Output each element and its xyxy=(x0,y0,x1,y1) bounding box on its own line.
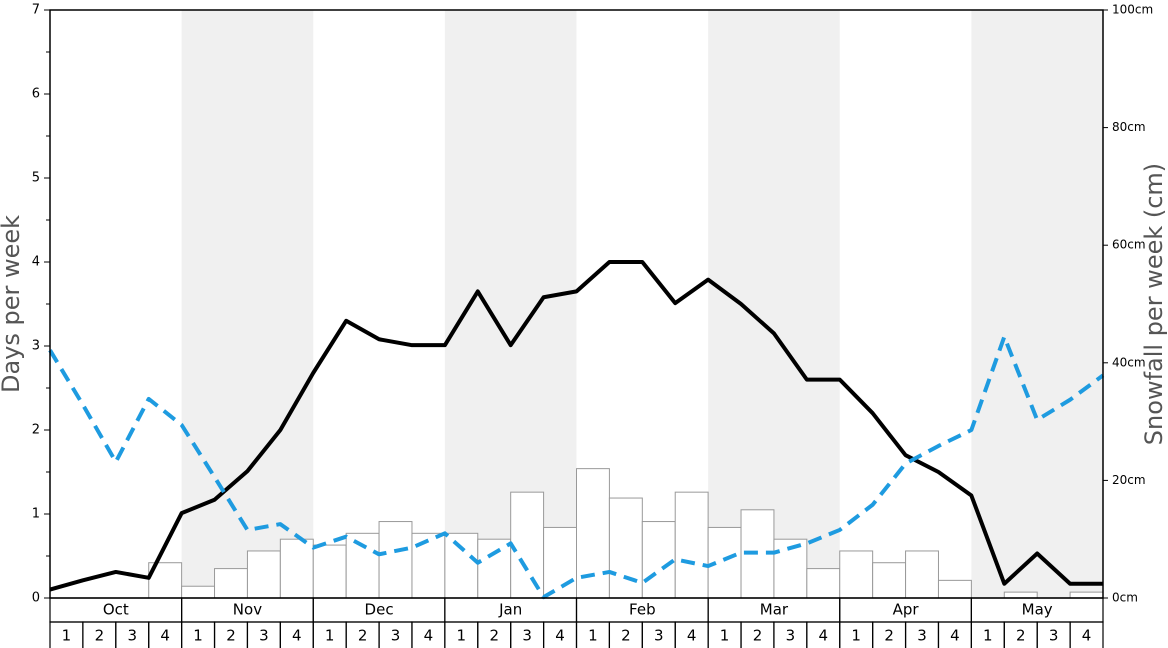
x-tick-label: 2 xyxy=(226,627,236,645)
x-tick-label: 2 xyxy=(95,627,105,645)
y-tick-label: 6 xyxy=(32,87,40,102)
x-tick-label: 4 xyxy=(950,627,960,645)
y2-tick-label: 40cm xyxy=(1112,355,1146,369)
bar xyxy=(477,538,512,599)
month-shade xyxy=(708,10,840,598)
x-tick-label: 1 xyxy=(851,627,861,645)
bar xyxy=(181,585,216,599)
bar xyxy=(543,526,577,599)
month-shade xyxy=(971,10,1103,598)
month-label: Dec xyxy=(365,601,394,619)
x-tick-label: 2 xyxy=(489,627,499,645)
x-tick-label: 1 xyxy=(983,627,993,645)
x-tick-label: 4 xyxy=(424,627,434,645)
x-tick-label: 4 xyxy=(819,627,829,645)
month-label: Apr xyxy=(893,601,920,619)
week-cell xyxy=(1069,621,1104,648)
bar xyxy=(444,532,479,599)
x-tick-label: 2 xyxy=(884,627,894,645)
y2-axis-label: Snowfall per week (cm) xyxy=(1140,163,1168,445)
x-tick-label: 4 xyxy=(687,627,697,645)
x-tick-label: 3 xyxy=(654,627,664,645)
x-tick-label: 3 xyxy=(259,627,269,645)
month-label: Jan xyxy=(498,601,522,619)
bar xyxy=(1069,591,1104,599)
y-tick-label: 5 xyxy=(32,171,40,186)
y-tick-label: 7 xyxy=(32,3,40,18)
x-tick-label: 3 xyxy=(522,627,532,645)
x-tick-label: 3 xyxy=(391,627,401,645)
y-tick-label: 0 xyxy=(32,591,40,606)
x-tick-label: 4 xyxy=(1082,627,1092,645)
month-shade xyxy=(181,10,314,598)
x-tick-label: 1 xyxy=(325,627,335,645)
month-label: May xyxy=(1022,601,1053,619)
x-tick-label: 3 xyxy=(786,627,796,645)
y2-tick-label: 0cm xyxy=(1112,591,1138,605)
x-tick-label: 3 xyxy=(917,627,927,645)
month-label: Feb xyxy=(629,601,656,619)
x-tick-label: 2 xyxy=(621,627,631,645)
bar xyxy=(872,562,907,599)
x-tick-label: 2 xyxy=(1016,627,1026,645)
bar xyxy=(937,579,972,599)
bar xyxy=(246,550,281,599)
bar xyxy=(905,550,939,599)
y2-tick-label: 60cm xyxy=(1112,238,1146,252)
x-tick-label: 1 xyxy=(62,627,72,645)
bar xyxy=(411,532,446,599)
month-label: Nov xyxy=(233,601,262,619)
y-axis-label: Days per week xyxy=(0,215,25,393)
x-tick-label: 3 xyxy=(1049,627,1059,645)
month-label: Oct xyxy=(103,601,129,619)
x-tick-label: 1 xyxy=(720,627,730,645)
bar xyxy=(839,550,874,599)
bar xyxy=(674,491,709,599)
x-tick-label: 1 xyxy=(457,627,467,645)
bar xyxy=(641,521,676,599)
y-tick-label: 2 xyxy=(32,423,40,438)
bar xyxy=(279,538,314,599)
x-tick-label: 1 xyxy=(193,627,203,645)
x-tick-label: 4 xyxy=(160,627,170,645)
x-tick-label: 4 xyxy=(292,627,302,645)
line-series xyxy=(49,260,1103,592)
bar xyxy=(345,532,380,599)
y2-tick-label: 20cm xyxy=(1112,473,1146,487)
x-tick-label: 4 xyxy=(555,627,565,645)
y-tick-label: 4 xyxy=(32,255,40,270)
y2-tick-label: 80cm xyxy=(1112,120,1146,134)
x-tick-label: 1 xyxy=(588,627,598,645)
bar xyxy=(214,568,248,599)
month-label: Mar xyxy=(760,601,789,619)
bar xyxy=(1003,591,1038,599)
bar xyxy=(378,521,413,599)
bar xyxy=(806,568,841,599)
bar xyxy=(312,544,347,599)
y2-tick-label: 100cm xyxy=(1112,3,1153,17)
y-tick-label: 3 xyxy=(32,339,40,354)
bar xyxy=(510,491,545,599)
bar xyxy=(608,497,643,599)
x-tick-label: 2 xyxy=(753,627,763,645)
x-tick-label: 3 xyxy=(127,627,137,645)
y-tick-label: 1 xyxy=(32,507,40,522)
x-tick-label: 2 xyxy=(358,627,368,645)
